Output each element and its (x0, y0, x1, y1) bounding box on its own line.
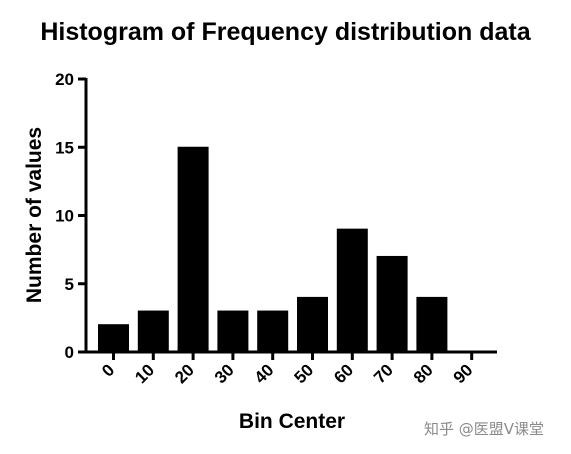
y-tick-label-20: 20 (55, 70, 74, 89)
x-tick-label-70: 70 (370, 360, 397, 387)
bar-30 (217, 310, 249, 353)
bar-60 (336, 228, 368, 353)
bar-0 (98, 324, 129, 353)
x-tick-label-0: 0 (98, 360, 118, 380)
bar-10 (137, 310, 169, 353)
x-tick-label-60: 60 (330, 360, 357, 387)
x-tick-label-30: 30 (211, 360, 238, 387)
y-tick-label-0: 0 (65, 343, 74, 362)
x-tick-label-20: 20 (171, 360, 198, 387)
x-tick-label-90: 90 (450, 360, 477, 387)
bar-20 (177, 146, 209, 353)
x-tick-label-10: 10 (131, 360, 158, 387)
labels-group: 0 5 10 15 20 0 10 20 30 40 50 60 70 80 90 Bin Center Num… (23, 70, 477, 433)
bars-group (98, 146, 448, 353)
bar-50 (297, 296, 328, 353)
chart-title: Histogram of Frequency distribution data (40, 18, 531, 46)
axes-group (78, 77, 497, 360)
y-axis-title: Number of values (23, 127, 46, 303)
x-tick-label-50: 50 (291, 360, 318, 387)
x-axis-title: Bin Center (239, 410, 345, 433)
x-tick-label-80: 80 (410, 360, 437, 387)
y-tick-label-15: 15 (55, 138, 74, 157)
watermark: 知乎 @医盟V课堂 (424, 420, 545, 438)
bar-40 (257, 310, 289, 353)
bar-80 (416, 296, 448, 353)
y-tick-label-10: 10 (55, 207, 74, 226)
x-tick-label-40: 40 (251, 360, 278, 387)
y-tick-label-5: 5 (65, 275, 74, 294)
bar-70 (376, 255, 408, 353)
